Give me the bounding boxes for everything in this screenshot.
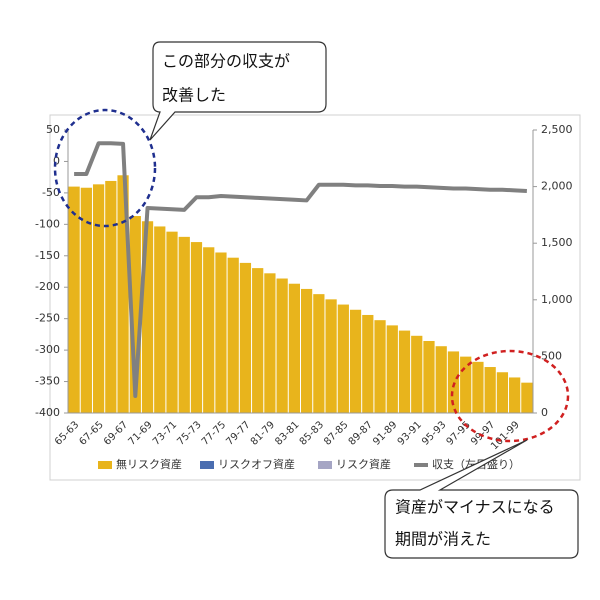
bar (423, 341, 435, 413)
bar (313, 294, 325, 413)
line (74, 141, 527, 399)
bar (337, 304, 349, 413)
bar (178, 236, 190, 413)
bar (117, 175, 129, 413)
bar (460, 356, 472, 413)
bar (288, 283, 300, 413)
plot: 500-50-100-150-200-250-300-350-400 05001,… (35, 123, 572, 471)
y2-tick-label: 0 (541, 406, 548, 419)
highlight-circle (450, 349, 570, 443)
y2-tick-label: 1,500 (541, 236, 573, 249)
bar (141, 221, 154, 413)
legend-label: リスクオフ資産 (218, 458, 295, 471)
y2-tick-label: 2,500 (541, 123, 573, 136)
legend-label: リスク資産 (336, 458, 391, 471)
y2-tick-label: 1,000 (541, 293, 573, 306)
bar (105, 180, 117, 413)
y-tick-label: -350 (35, 375, 60, 388)
y-tick-label: -150 (35, 249, 60, 262)
y-tick-label: -100 (35, 217, 60, 230)
y-tick-label: 0 (53, 154, 60, 167)
bar (264, 273, 276, 413)
bar (227, 257, 239, 413)
bar (411, 335, 423, 413)
bar (80, 187, 92, 413)
y-tick-label: -400 (35, 406, 60, 419)
bar (129, 216, 141, 413)
bar (92, 184, 105, 413)
bar (386, 325, 398, 413)
legend-swatch (318, 461, 332, 469)
legend-swatch (98, 461, 112, 469)
annotation-text: 改善した (162, 86, 226, 105)
highlight-circle (53, 108, 157, 228)
legend-label: 無リスク資産 (116, 457, 182, 471)
bar (325, 299, 337, 413)
callout-box (149, 41, 327, 141)
bar (472, 361, 484, 413)
bar (435, 346, 447, 413)
bar (521, 382, 533, 413)
bar (252, 268, 264, 413)
bar (509, 377, 521, 413)
y-tick-label: -250 (35, 312, 60, 325)
bar (398, 330, 411, 413)
annotation-text: 資産がマイナスになる (395, 498, 555, 517)
y2-tick-label: 500 (541, 349, 562, 362)
bar (374, 320, 386, 413)
bar (362, 314, 374, 413)
bar (190, 242, 203, 413)
bar (154, 226, 166, 413)
annotation-text: 期間が消えた (395, 530, 491, 549)
y-tick-label: -50 (42, 186, 60, 199)
callout-box (384, 439, 579, 559)
y2-tick-label: 2,000 (541, 180, 573, 193)
bar (239, 262, 252, 413)
bar (68, 186, 80, 413)
bar (276, 278, 288, 413)
y-tick-label: -300 (35, 343, 60, 356)
bar (349, 309, 362, 413)
y-tick-label: -200 (35, 280, 60, 293)
annotation-text: この部分の収支が (162, 52, 290, 71)
legend-swatch (200, 461, 214, 469)
bar (166, 231, 178, 413)
bar (301, 288, 313, 413)
bar (484, 367, 496, 413)
y-tick-label: 50 (46, 123, 60, 136)
bar (496, 372, 509, 413)
bar (215, 252, 227, 413)
bar (203, 247, 215, 413)
